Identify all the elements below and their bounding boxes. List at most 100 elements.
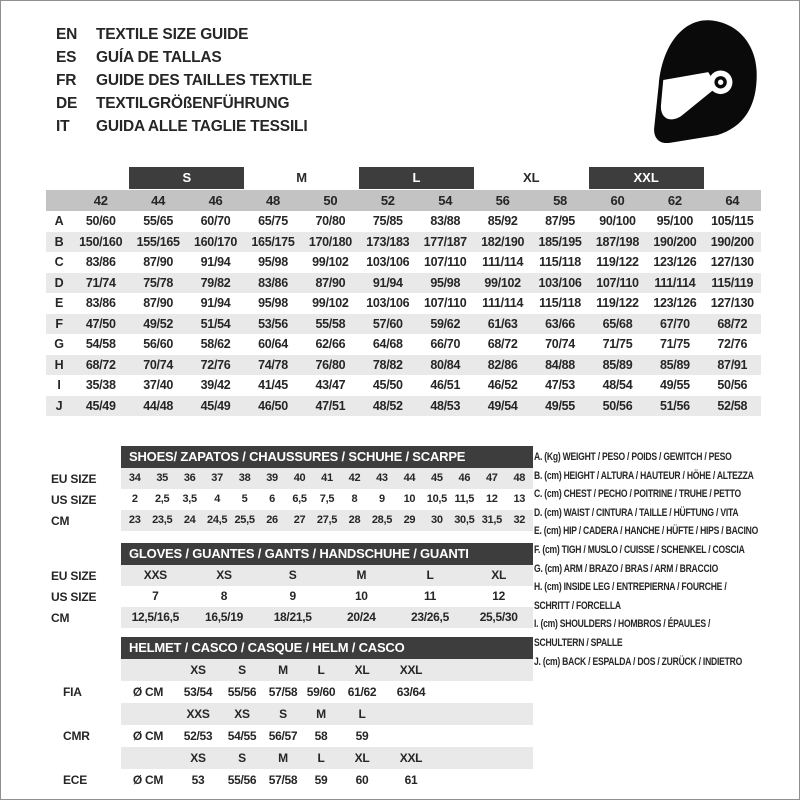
gloves-title: GLOVES / GUANTES / GANTS / HANDSCHUHE / … — [121, 543, 533, 565]
size-value: S — [279, 707, 287, 721]
language-row: ES GUÍA DE TALLAS — [56, 46, 312, 69]
language-code: DE — [56, 95, 78, 112]
size-value: XL — [354, 663, 370, 677]
size-value: 49/55 — [545, 398, 575, 413]
size-value: 13 — [513, 493, 526, 505]
table-row: C 83/86 87/90 91/94 95/98 99/102 103/106 107/11… — [46, 252, 761, 273]
legend-item: D. (cm) WAIST / CINTURA / TAILLE / HÜFTU… — [534, 506, 739, 519]
size-value: 16,5/19 — [205, 610, 243, 624]
language-code: EN — [56, 26, 78, 43]
shoes-rows: EU SIZE 34 35 36 37 38 39 40 41 42 43 44 45 46 47 48 US … — [41, 468, 533, 531]
size-value: 47/53 — [545, 378, 575, 392]
size-value: 12 — [485, 493, 498, 505]
size-value: 55/58 — [315, 316, 346, 331]
size-value: 71/74 — [85, 275, 116, 290]
size-value: 155/165 — [136, 234, 180, 249]
size-value: 87/91 — [717, 357, 748, 372]
size-value: 127/130 — [710, 296, 754, 310]
row-label: CM — [51, 513, 70, 528]
size-value: L — [317, 751, 325, 765]
size-value: 190/200 — [710, 234, 754, 249]
size-value: 47 — [485, 472, 498, 484]
row-label: EU SIZE — [51, 568, 97, 583]
size-value: 75/85 — [372, 214, 403, 228]
column-header: 62 — [667, 193, 682, 208]
row-values: 7 8 9 10 11 12 — [121, 586, 533, 607]
row-values: XXS XS S M L XL — [121, 565, 533, 586]
size-value: 46/52 — [487, 378, 518, 392]
column-header: 56 — [495, 193, 510, 208]
size-value: 45/50 — [372, 378, 403, 392]
size-value: 83/86 — [85, 255, 116, 269]
size-value: 87/90 — [315, 275, 346, 290]
legend-item: I. (cm) SHOULDERS / HOMBROS / ÉPAULES / — [534, 618, 711, 631]
size-value: 119/122 — [596, 255, 639, 269]
table-row: B 150/160 155/165 160/170 165/175 170/180 173/… — [46, 231, 761, 252]
size-value: 27 — [293, 514, 306, 526]
size-value: 55/56 — [227, 773, 257, 787]
size-value: 28,5 — [371, 514, 393, 526]
language-title: TEXTILGRÖßENFÜHRUNG — [96, 95, 290, 112]
size-value: 42 — [348, 472, 361, 484]
legend-item: SCHRITT / FORCELLA — [534, 599, 621, 612]
size-value: 83/86 — [258, 275, 288, 290]
size-value: M — [278, 751, 288, 765]
size-value: 11 — [423, 589, 437, 603]
table-row: CM 23 23,5 24 24,5 25,5 26 27 27,5 28 28,5 29 30 30,5… — [41, 510, 533, 531]
size-value: XXS — [143, 568, 167, 582]
corner-cell — [46, 190, 72, 211]
legend-item: J. (cm) BACK / ESPALDA / DOS / ZURÜCK / … — [534, 655, 743, 668]
size-value: 111/114 — [482, 255, 524, 269]
size-value: 187/198 — [595, 234, 639, 249]
row-values: 34 35 36 37 38 39 40 41 42 43 44 45 46 47 48 — [121, 468, 533, 489]
row-values: 12,5/16,5 16,5/19 18/21,5 20/24 23/26,5 25,5/… — [121, 607, 533, 628]
size-value: 50/56 — [717, 378, 748, 392]
size-value: 9 — [289, 589, 296, 603]
size-value: L — [358, 707, 366, 721]
size-value: 49/52 — [143, 316, 173, 331]
size-value: 54/58 — [85, 337, 116, 351]
size-value: 91/94 — [200, 296, 231, 310]
size-value: 4 — [214, 493, 221, 505]
textile-size-groups: S M L XL XXL — [46, 167, 761, 190]
column-header: 46 — [208, 193, 223, 208]
size-value: M — [278, 663, 288, 677]
column-header: 42 — [93, 193, 108, 208]
size-value — [121, 747, 175, 769]
size-value: 85/92 — [487, 214, 518, 228]
size-value: 105/115 — [711, 214, 754, 228]
size-value: 67/70 — [659, 316, 690, 331]
size-value — [385, 725, 437, 747]
row-label: C — [54, 255, 64, 269]
size-value: 74/78 — [258, 357, 288, 372]
table-row: EU SIZE 34 35 36 37 38 39 40 41 42 43 44 45 46 47 48 — [41, 468, 533, 489]
size-value: 45/49 — [85, 398, 116, 413]
size-value: 60 — [355, 773, 369, 787]
size-value: 46 — [458, 472, 471, 484]
row-values: Ø CM 53 55/56 57/58 59 60 61 — [121, 769, 533, 791]
size-value: 107/110 — [596, 275, 639, 290]
size-value: 123/126 — [653, 296, 697, 310]
size-value: 150/160 — [79, 234, 123, 249]
language-row: EN TEXTILE SIZE GUIDE — [56, 23, 312, 46]
size-value: 60/64 — [258, 337, 288, 351]
size-value: 7,5 — [319, 493, 335, 505]
size-value: 49/55 — [659, 378, 690, 392]
language-code: ES — [56, 49, 77, 66]
size-value: 72/76 — [200, 357, 231, 372]
size-value: 32 — [513, 514, 526, 526]
visor-pivot-center — [717, 79, 724, 85]
helmet-title: HELMET / CASCO / CASQUE / HELM / CASCO — [121, 637, 533, 659]
size-value: 6,5 — [292, 493, 307, 505]
size-value: 53/56 — [258, 316, 288, 331]
measurement-legend: A. (Kg) WEIGHT / PESO / POIDS / GEWITCH … — [534, 448, 796, 671]
textile-size-table: S M L XL XXL 42 44 46 48 50 52 54 56 58 60 62 64 A 50/60… — [46, 167, 761, 416]
table-row: I 35/38 37/40 39/42 41/45 43/47 45/50 46/51 46/5… — [46, 375, 761, 396]
table-row: F 47/50 49/52 51/54 53/56 55/58 57/60 59/62 61/6… — [46, 313, 761, 334]
size-value: 30 — [431, 514, 443, 526]
size-value: 63/66 — [545, 316, 575, 331]
row-values: XS S M L XL XXL — [121, 659, 533, 681]
size-value: 28 — [348, 514, 361, 526]
size-value: XS — [190, 663, 206, 677]
